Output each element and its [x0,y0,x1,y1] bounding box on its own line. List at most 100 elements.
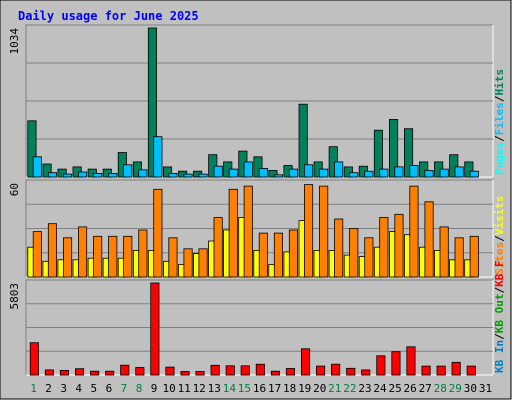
bar [406,346,416,376]
bar [183,173,193,178]
day-label: 31 [479,382,492,395]
bar [451,361,461,376]
bar [90,370,100,376]
bar [315,365,326,376]
series-files [32,136,479,178]
bar [253,156,263,178]
day-label: 20 [313,382,326,395]
bar [47,223,57,278]
bar [63,173,73,178]
bar [268,170,278,178]
bar [258,167,268,178]
bar [180,371,190,376]
chart-title: Daily usage for June 2025 [18,9,199,23]
bar [183,248,193,278]
bar [394,213,404,278]
bar [466,365,476,376]
bar [75,368,85,376]
bar [32,231,42,278]
bar [391,351,401,376]
day-label: 14 [223,382,237,395]
day-label: 28 [434,382,447,395]
bar [273,174,283,178]
bar [394,166,404,178]
bar [303,184,314,278]
bar [346,367,356,376]
bar [439,168,449,178]
legend-entry: KB Out [493,294,506,334]
y-axis-max-label: 60 [8,183,21,196]
bar [424,170,434,178]
bar [364,237,374,278]
legend-entry: Sites [493,242,506,275]
bar [469,235,479,278]
series-hits [27,27,474,178]
day-label: 19 [298,382,311,395]
day-label: 7 [121,382,128,395]
day-label: 25 [388,382,401,395]
bar [228,188,238,278]
day-label: 2 [45,382,52,395]
legend-separator: / [493,235,506,242]
bar [78,226,88,278]
bar [47,172,57,178]
day-label: 22 [343,382,356,395]
bar [319,168,329,178]
bar [162,166,173,178]
series-visits [27,217,474,278]
bar [255,363,265,376]
day-label: 8 [136,382,143,395]
bar [243,161,253,178]
bar [153,188,163,278]
bar [150,282,160,376]
bar [108,172,118,178]
bar [93,235,103,278]
bar [464,161,474,178]
day-label: 10 [162,382,175,395]
bar [469,170,479,178]
bar [349,172,359,178]
bar [168,172,178,178]
bar [42,163,52,178]
bar [288,168,298,178]
bar [105,370,115,376]
legend: KB In/KB Out/KB F [493,260,506,373]
bar [419,161,429,178]
legend-entry: Hits [493,69,506,96]
bar [120,364,130,376]
legend-entry: KB In [493,340,506,373]
y-axis-max-label: 5803 [8,283,21,310]
bar [364,170,374,178]
bar [78,171,88,178]
legend-entry: KB F [493,260,506,287]
bar [388,119,399,178]
legend-entry: Visits [493,196,506,236]
legend: Pages/Files/Hits [493,69,506,175]
day-label: 15 [238,382,251,395]
bar [424,201,434,278]
day-label: 5 [90,382,97,395]
day-label: 4 [75,382,82,395]
bar [57,168,67,178]
bar [403,128,414,178]
bar [334,161,344,178]
bar [32,156,42,178]
bar [331,363,341,376]
bar [439,226,449,278]
bar [29,342,39,376]
bar [379,168,389,178]
day-label: 18 [283,382,296,395]
day-label: 6 [106,382,113,395]
bar [343,166,353,178]
day-label: 23 [358,382,371,395]
bar [319,185,329,278]
bar [243,185,253,278]
day-label: 27 [419,382,432,395]
bar [138,169,148,178]
legend: Sites/Visits [493,196,506,276]
day-label: 12 [193,382,206,395]
bar [436,365,446,376]
bar [288,229,298,278]
day-label: 3 [60,382,67,395]
